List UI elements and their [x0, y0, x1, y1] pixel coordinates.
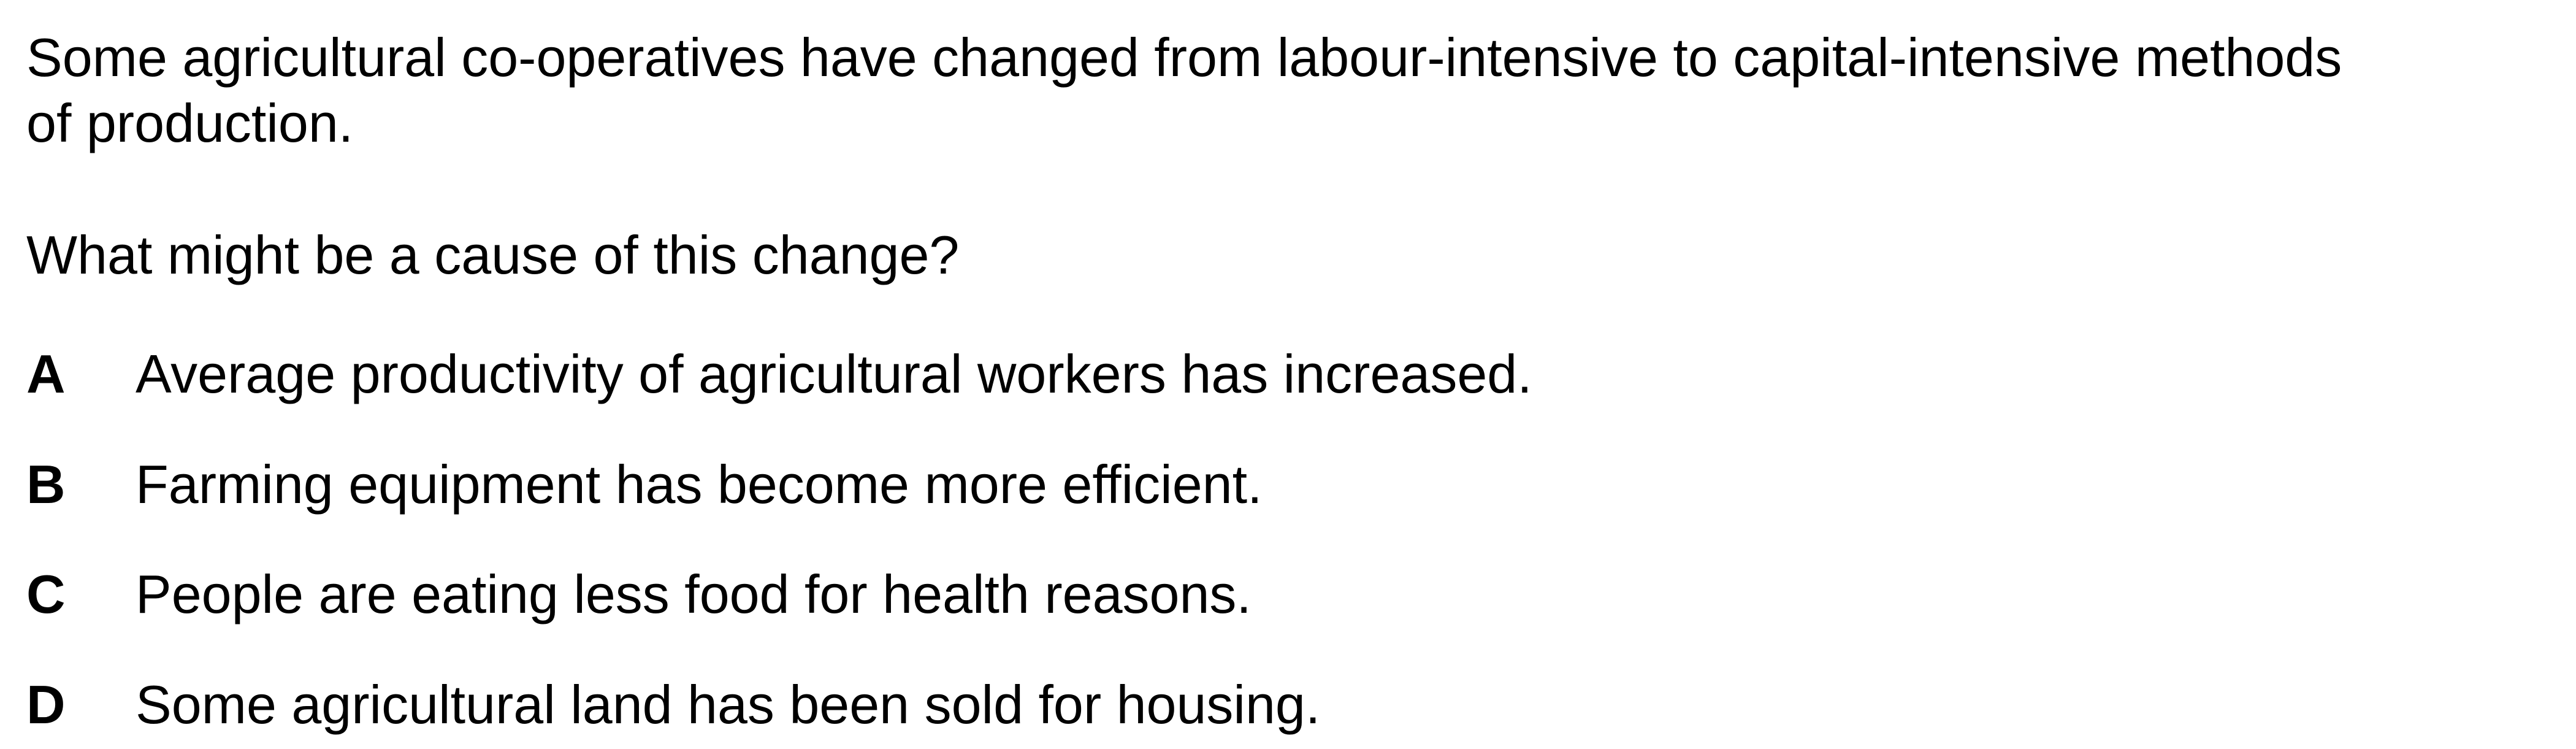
option-c-letter: C: [26, 564, 66, 624]
option-b[interactable]: B Farming equipment has become more effi…: [26, 451, 2540, 518]
option-a-text: Average productivity of agricultural wor…: [136, 344, 1532, 404]
question-stem-line-2: of production.: [26, 93, 354, 153]
option-a[interactable]: A Average productivity of agricultural w…: [26, 341, 2540, 407]
option-c[interactable]: C People are eating less food for health…: [26, 561, 2540, 628]
option-d-letter: D: [26, 674, 66, 735]
question-prompt: What might be a cause of this change?: [26, 225, 960, 285]
option-b-letter: B: [26, 454, 66, 515]
question-stem-line-1: Some agricultural co-operatives have cha…: [26, 27, 2342, 88]
option-a-letter: A: [26, 344, 66, 404]
option-d-text: Some agricultural land has been sold for…: [136, 674, 1321, 735]
option-c-text: People are eating less food for health r…: [136, 564, 1252, 624]
option-b-text: Farming equipment has become more effici…: [136, 454, 1263, 515]
option-d[interactable]: D Some agricultural land has been sold f…: [26, 672, 2540, 738]
